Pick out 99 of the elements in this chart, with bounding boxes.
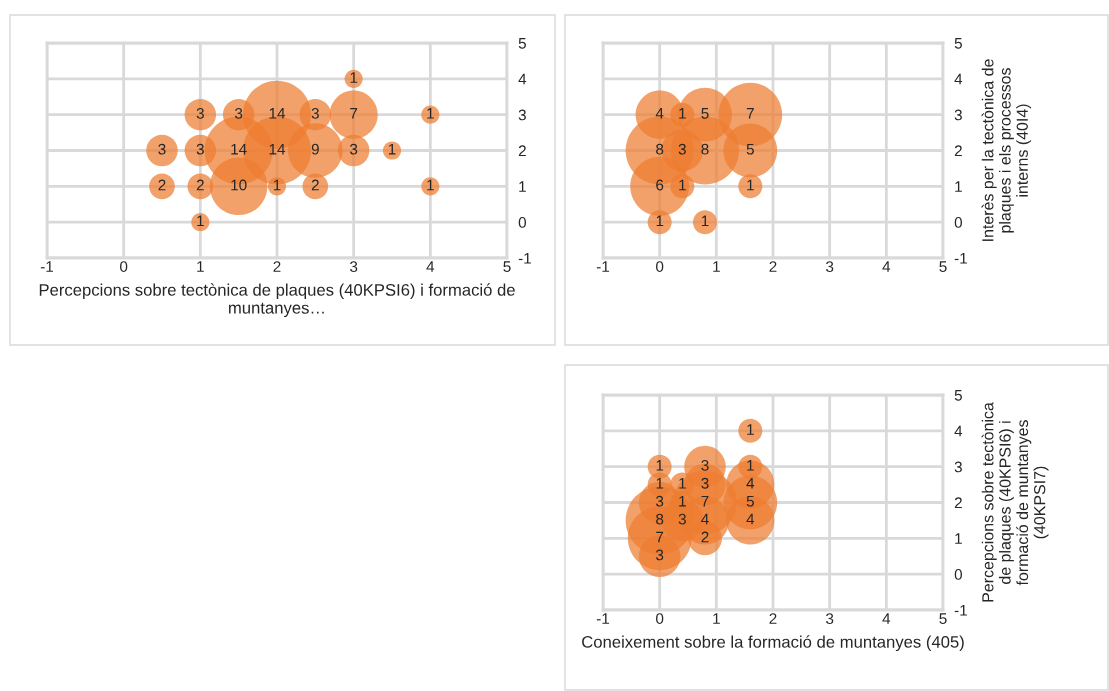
x-tick-label: -1 xyxy=(40,261,54,272)
data-label: 8 xyxy=(701,143,709,155)
data-label: 5 xyxy=(746,495,754,507)
x-tick-label: 5 xyxy=(939,261,947,272)
data-label: 1 xyxy=(679,179,686,191)
data-label: 7 xyxy=(746,108,754,119)
data-label: 5 xyxy=(746,143,754,155)
y-tick-label: -1 xyxy=(954,253,967,264)
data-label: 1 xyxy=(656,478,664,489)
data-label: 1 xyxy=(679,108,686,119)
data-label: 3 xyxy=(701,477,709,489)
y-tick-label: 0 xyxy=(954,217,963,228)
y-tick-label: 0 xyxy=(518,217,527,228)
y-tick-label: 1 xyxy=(955,181,962,192)
y-tick-label: -1 xyxy=(518,253,531,264)
data-label: 1 xyxy=(273,179,281,191)
data-label: 4 xyxy=(655,108,664,119)
data-label: 1 xyxy=(679,495,686,507)
x-tick-label: 2 xyxy=(769,613,777,624)
x-tick-label: 4 xyxy=(882,613,891,624)
x-axis-title: Coneixement sobre la formació de muntanyes (405) xyxy=(582,635,964,652)
data-label: 2 xyxy=(701,531,709,543)
y-tick-label: 2 xyxy=(518,145,526,157)
data-label: 7 xyxy=(701,495,709,507)
y-tick-label: 1 xyxy=(955,533,962,544)
y-tick-label: 4 xyxy=(954,425,963,437)
data-label: 3 xyxy=(350,143,358,155)
x-tick-label: 2 xyxy=(273,261,281,272)
data-label: 14 xyxy=(231,143,247,155)
data-label: 2 xyxy=(158,179,166,191)
x-tick-label: 3 xyxy=(826,261,834,272)
data-label: 3 xyxy=(235,107,243,119)
data-label: 3 xyxy=(678,513,686,525)
y-tick-label: 5 xyxy=(954,38,962,49)
data-label: 1 xyxy=(679,478,686,489)
x-tick-label: 4 xyxy=(882,261,891,272)
data-label: 1 xyxy=(427,108,434,119)
data-label: 4 xyxy=(746,513,755,525)
data-label: 1 xyxy=(388,143,396,155)
y-tick-label: 2 xyxy=(954,497,962,509)
data-label: 3 xyxy=(656,549,664,561)
data-label: 1 xyxy=(350,72,358,83)
x-tick-label: 3 xyxy=(350,261,358,272)
data-label: 6 xyxy=(656,179,664,191)
y-tick-label: 1 xyxy=(519,181,526,192)
data-label: 4 xyxy=(701,513,709,525)
x-tick-label: 4 xyxy=(426,261,435,272)
x-tick-label: 3 xyxy=(826,613,834,624)
data-label: 3 xyxy=(158,143,166,155)
data-label: 1 xyxy=(656,460,664,471)
y-tick-label: 2 xyxy=(954,145,962,157)
data-label: 3 xyxy=(701,459,709,471)
y-tick-label: -1 xyxy=(954,605,967,616)
data-label: 7 xyxy=(656,531,664,543)
x-tick-label: 0 xyxy=(656,613,664,624)
x-axis-title: Percepcions sobre tectònica de plaques (40KPSI6) i formació de muntanyes… xyxy=(39,283,515,318)
x-tick-label: 1 xyxy=(713,613,720,624)
data-label: 8 xyxy=(656,143,664,155)
data-label: 14 xyxy=(269,108,286,119)
x-tick-label: -1 xyxy=(596,613,610,624)
x-tick-label: -1 xyxy=(596,261,610,272)
data-label: 3 xyxy=(311,107,319,119)
x-tick-label: 5 xyxy=(503,261,511,272)
data-label: 1 xyxy=(701,215,709,227)
data-label: 1 xyxy=(747,424,754,435)
x-tick-label: 1 xyxy=(713,261,720,272)
data-label: 1 xyxy=(747,179,754,191)
data-label: 3 xyxy=(656,495,664,507)
y-tick-label: 3 xyxy=(954,109,962,121)
x-tick-label: 5 xyxy=(939,613,947,624)
data-label: 10 xyxy=(231,179,247,191)
y-tick-label: 0 xyxy=(954,569,963,580)
data-label: 2 xyxy=(311,179,319,191)
data-label: 3 xyxy=(196,107,204,119)
data-label: 1 xyxy=(197,215,204,227)
y-tick-label: 3 xyxy=(518,109,526,121)
data-label: 4 xyxy=(746,478,755,489)
y-axis-title: Percepcions sobre tectònica de plaques (40KPSI6) i formació de muntanyes (40KPSI7) xyxy=(981,402,1049,602)
data-label: 5 xyxy=(701,108,709,119)
y-tick-label: 3 xyxy=(954,461,962,473)
data-label: 3 xyxy=(678,143,686,155)
data-label: 1 xyxy=(427,179,434,191)
data-label: 7 xyxy=(350,108,358,119)
x-tick-label: 0 xyxy=(656,261,664,272)
y-tick-label: 4 xyxy=(518,73,527,85)
x-tick-label: 0 xyxy=(120,261,128,272)
data-label: 2 xyxy=(196,179,204,191)
x-tick-label: 1 xyxy=(197,261,204,272)
data-label: 14 xyxy=(269,143,286,155)
y-tick-label: 5 xyxy=(518,38,526,49)
data-label: 3 xyxy=(196,143,204,155)
data-label: 1 xyxy=(747,460,754,471)
y-axis-title: Interès per la tectònica de plaques i els processos interns (40I4) xyxy=(981,59,1032,241)
y-tick-label: 4 xyxy=(954,73,963,85)
data-label: 8 xyxy=(656,513,664,525)
x-tick-label: 2 xyxy=(769,261,777,272)
data-label: 1 xyxy=(656,215,664,227)
y-tick-label: 5 xyxy=(954,390,962,401)
data-label: 9 xyxy=(311,143,319,155)
